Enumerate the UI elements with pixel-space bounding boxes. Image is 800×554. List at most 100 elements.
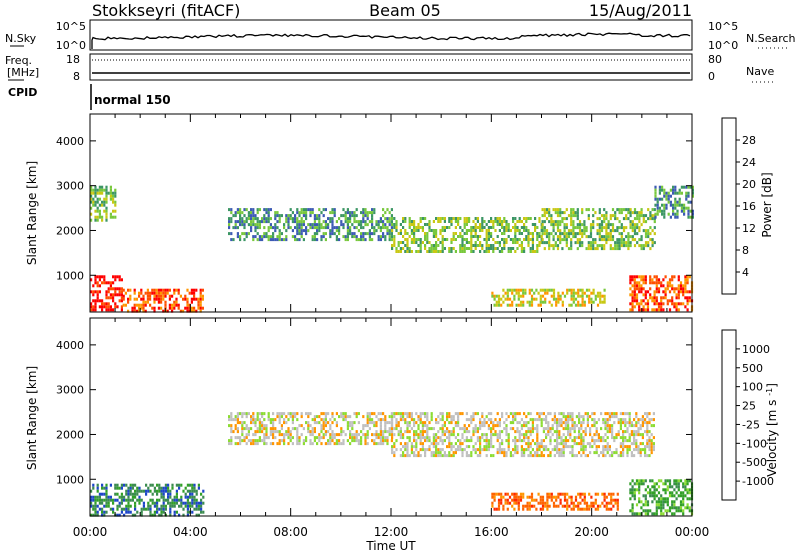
data-cell bbox=[149, 513, 152, 517]
data-cell bbox=[103, 513, 106, 517]
data-cell bbox=[461, 241, 464, 244]
data-cell bbox=[550, 294, 553, 298]
data-cell bbox=[309, 433, 312, 437]
data-cell bbox=[459, 427, 462, 431]
data-cell bbox=[516, 241, 519, 244]
data-cell bbox=[638, 281, 641, 285]
data-cell bbox=[638, 287, 641, 291]
data-cell bbox=[614, 244, 617, 248]
data-cell bbox=[648, 412, 651, 416]
data-cell bbox=[570, 501, 573, 505]
data-cell bbox=[572, 223, 575, 227]
data-cell bbox=[611, 229, 615, 233]
data-cell bbox=[331, 421, 334, 425]
data-cell bbox=[263, 232, 266, 236]
data-cell bbox=[522, 294, 525, 298]
data-cell bbox=[457, 217, 460, 220]
data-cell bbox=[583, 229, 586, 233]
data-cell bbox=[311, 418, 314, 422]
data-cell bbox=[272, 412, 275, 416]
data-cell bbox=[518, 436, 521, 440]
data-cell bbox=[506, 492, 509, 496]
data-cell bbox=[190, 288, 193, 292]
data-cell bbox=[228, 232, 231, 236]
data-cell bbox=[92, 308, 95, 312]
data-cell bbox=[327, 430, 330, 434]
data-cell bbox=[673, 479, 676, 483]
data-cell bbox=[184, 486, 187, 490]
data-cell bbox=[298, 238, 301, 242]
data-cell bbox=[520, 220, 523, 223]
data-cell bbox=[316, 436, 319, 440]
data-cell bbox=[101, 299, 104, 303]
data-cell bbox=[531, 244, 534, 247]
data-cell bbox=[120, 510, 123, 514]
data-cell bbox=[362, 232, 365, 236]
data-cell bbox=[457, 220, 460, 223]
data-cell bbox=[388, 217, 391, 221]
data-cell bbox=[604, 427, 607, 431]
data-cell bbox=[184, 495, 187, 499]
data-cell bbox=[470, 241, 473, 244]
data-cell bbox=[570, 223, 573, 227]
data-cell bbox=[669, 203, 672, 207]
data-cell bbox=[574, 226, 577, 230]
data-cell bbox=[501, 412, 504, 416]
data-cell bbox=[156, 510, 159, 514]
data-cell bbox=[519, 294, 523, 298]
data-cell bbox=[346, 226, 349, 230]
data-cell bbox=[674, 197, 677, 201]
data-cell bbox=[559, 235, 562, 239]
data-cell bbox=[250, 415, 253, 419]
data-cell bbox=[156, 483, 159, 487]
data-cell bbox=[492, 226, 495, 229]
data-cell bbox=[470, 436, 473, 440]
data-cell bbox=[96, 197, 99, 201]
data-cell bbox=[353, 220, 356, 224]
data-cell bbox=[578, 415, 581, 419]
data-cell bbox=[600, 214, 604, 218]
data-cell bbox=[331, 217, 334, 221]
data-cell bbox=[485, 238, 488, 241]
data-cell bbox=[602, 448, 605, 452]
data-cell bbox=[177, 306, 180, 310]
data-cell bbox=[523, 412, 526, 416]
data-cell bbox=[441, 427, 444, 431]
data-cell bbox=[655, 284, 658, 288]
data-cell bbox=[541, 300, 545, 304]
data-cell bbox=[578, 220, 582, 224]
data-cell bbox=[600, 223, 604, 227]
data-cell bbox=[459, 442, 462, 446]
data-cell bbox=[94, 278, 97, 282]
data-cell bbox=[287, 418, 290, 422]
data-cell bbox=[647, 217, 650, 221]
data-cell bbox=[324, 220, 327, 224]
data-cell bbox=[120, 296, 123, 300]
data-cell bbox=[417, 244, 420, 247]
data-cell bbox=[507, 250, 510, 253]
data-cell bbox=[526, 501, 529, 505]
data-cell bbox=[340, 433, 343, 437]
data-cell bbox=[516, 448, 519, 452]
data-cell bbox=[515, 495, 518, 499]
data-cell bbox=[318, 229, 321, 233]
data-cell bbox=[640, 302, 643, 306]
data-cell bbox=[129, 486, 132, 490]
data-cell bbox=[329, 433, 332, 437]
data-cell bbox=[254, 421, 257, 425]
data-cell bbox=[682, 485, 685, 489]
data-cell bbox=[641, 436, 644, 440]
data-cell bbox=[200, 510, 203, 514]
data-cell bbox=[479, 418, 482, 422]
data-cell bbox=[112, 209, 115, 213]
data-cell bbox=[644, 281, 647, 285]
data-cell bbox=[578, 418, 581, 422]
data-cell bbox=[646, 427, 649, 431]
data-cell bbox=[388, 427, 391, 431]
data-cell bbox=[388, 223, 391, 227]
data-cell bbox=[421, 430, 424, 434]
data-cell bbox=[597, 436, 600, 440]
data-cell bbox=[116, 513, 119, 517]
data-cell bbox=[515, 303, 518, 307]
data-cell bbox=[608, 424, 611, 428]
